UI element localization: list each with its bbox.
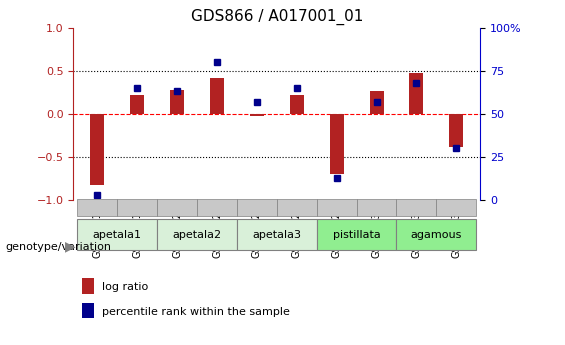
Bar (81, 278, 94, 294)
FancyBboxPatch shape (436, 199, 476, 216)
Text: apetala1: apetala1 (93, 230, 142, 239)
FancyBboxPatch shape (357, 199, 397, 216)
Bar (90, 114, 105, 185)
Bar (370, 91, 384, 114)
FancyBboxPatch shape (157, 219, 237, 250)
Text: ▶: ▶ (65, 240, 76, 254)
Text: log ratio: log ratio (102, 283, 148, 292)
Bar (290, 95, 304, 114)
FancyBboxPatch shape (277, 199, 317, 216)
Bar (410, 73, 423, 114)
FancyBboxPatch shape (237, 199, 277, 216)
Text: percentile rank within the sample: percentile rank within the sample (102, 307, 290, 317)
FancyBboxPatch shape (397, 219, 476, 250)
FancyBboxPatch shape (397, 199, 436, 216)
FancyBboxPatch shape (118, 199, 157, 216)
FancyBboxPatch shape (317, 219, 397, 250)
Text: apetala2: apetala2 (172, 230, 221, 239)
Text: agamous: agamous (411, 230, 462, 239)
Bar (330, 114, 344, 174)
Text: apetala3: apetala3 (253, 230, 301, 239)
Bar (81, 303, 94, 318)
Bar (250, 114, 264, 116)
FancyBboxPatch shape (317, 199, 357, 216)
Text: pistillata: pistillata (333, 230, 380, 239)
Bar (210, 78, 224, 114)
Bar (170, 90, 184, 114)
FancyBboxPatch shape (237, 219, 317, 250)
FancyBboxPatch shape (197, 199, 237, 216)
Bar (131, 95, 144, 114)
Title: GDS866 / A017001_01: GDS866 / A017001_01 (190, 9, 363, 25)
Bar (449, 114, 463, 147)
Text: genotype/variation: genotype/variation (6, 242, 112, 252)
FancyBboxPatch shape (77, 219, 157, 250)
FancyBboxPatch shape (77, 199, 118, 216)
FancyBboxPatch shape (157, 199, 197, 216)
